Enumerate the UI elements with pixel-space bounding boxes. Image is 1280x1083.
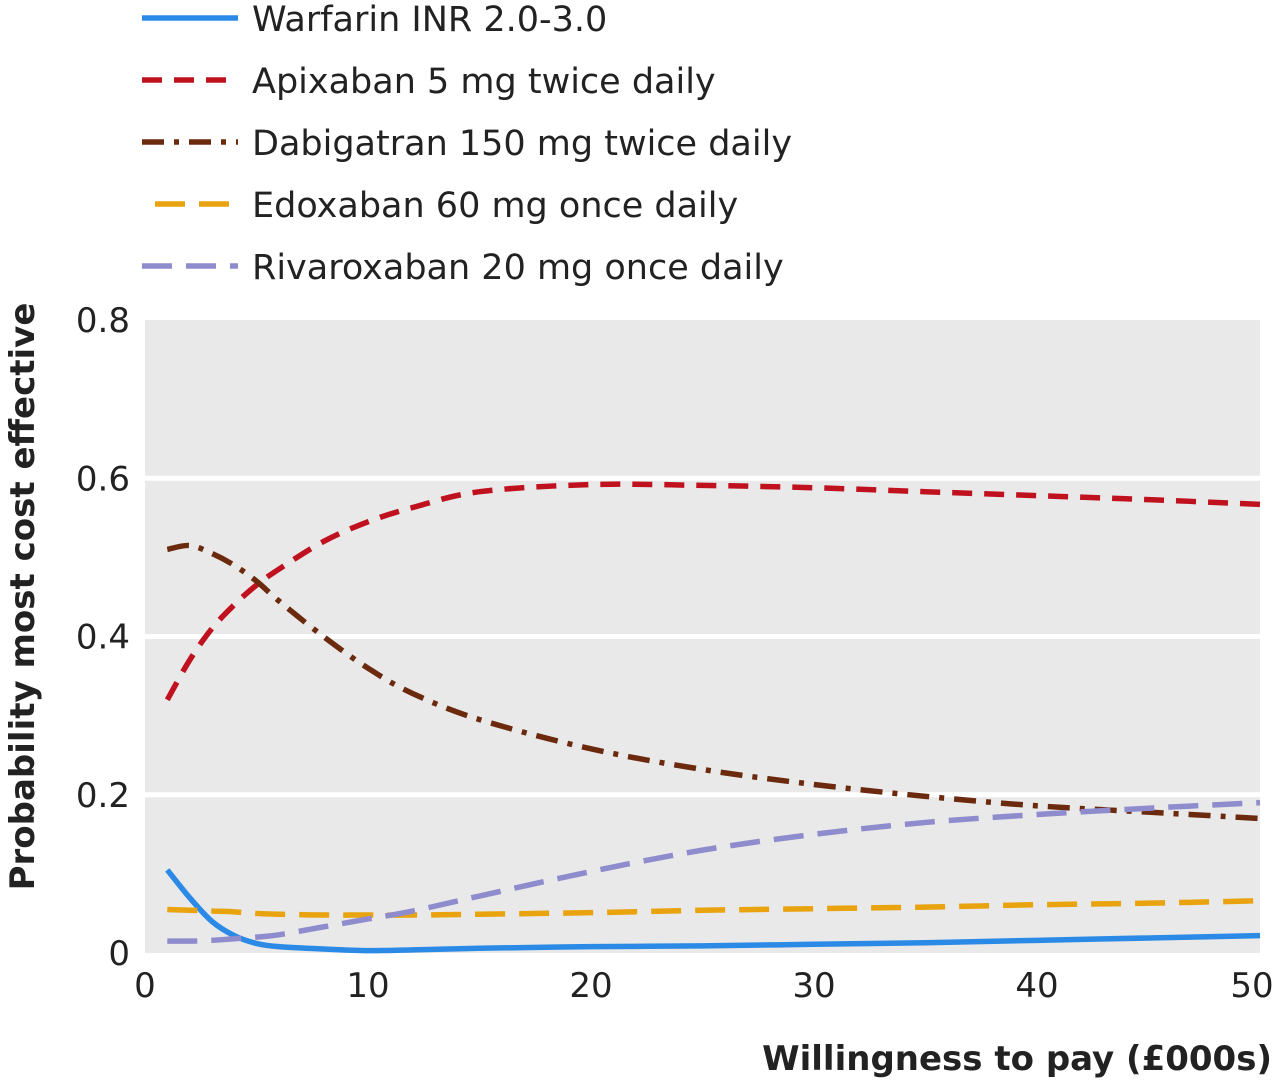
y-tick-label: 0.4 — [76, 618, 130, 658]
legend-label: Dabigatran 150 mg twice daily — [252, 124, 792, 164]
legend-item: Edoxaban 60 mg once daily — [155, 186, 738, 226]
y-tick-label: 0.8 — [76, 301, 130, 341]
x-tick-label: 10 — [346, 966, 389, 1006]
series-layer — [164, 481, 1261, 954]
y-tick-labels: 0 0.2 0.4 0.6 0.8 — [76, 301, 130, 974]
gridlines — [145, 475, 1260, 798]
legend-label: Warfarin INR 2.0-3.0 — [252, 0, 607, 40]
x-tick-label: 20 — [569, 966, 612, 1006]
y-tick-label: 0 — [108, 934, 130, 974]
legend-item: Warfarin INR 2.0-3.0 — [142, 0, 607, 40]
legend-item: Dabigatran 150 mg twice daily — [142, 124, 792, 164]
legend-item: Apixaban 5 mg twice daily — [142, 62, 716, 102]
x-tick-label: 0 — [134, 966, 156, 1006]
series-line-3 — [167, 898, 1261, 918]
legend-label: Rivaroxaban 20 mg once daily — [252, 248, 784, 288]
y-axis-label: Probability most cost effective — [3, 303, 43, 891]
series-line-2 — [166, 542, 1261, 822]
x-axis-label: Willingness to pay (£000s) — [762, 1039, 1272, 1079]
y-tick-label: 0.2 — [76, 776, 130, 816]
y-tick-label: 0.6 — [76, 459, 130, 499]
legend: Warfarin INR 2.0-3.0 Apixaban 5 mg twice … — [142, 0, 792, 288]
series-line-4 — [167, 799, 1261, 944]
x-tick-label: 30 — [792, 966, 835, 1006]
legend-item: Rivaroxaban 20 mg once daily — [142, 248, 784, 288]
x-tick-labels: 0 10 20 30 40 50 — [134, 966, 1273, 1006]
x-tick-label: 40 — [1015, 966, 1058, 1006]
legend-label: Apixaban 5 mg twice daily — [252, 62, 716, 102]
legend-label: Edoxaban 60 mg once daily — [252, 186, 738, 226]
x-tick-label: 50 — [1230, 966, 1273, 1006]
series-line-0 — [165, 868, 1261, 954]
series-line-1 — [164, 481, 1261, 702]
